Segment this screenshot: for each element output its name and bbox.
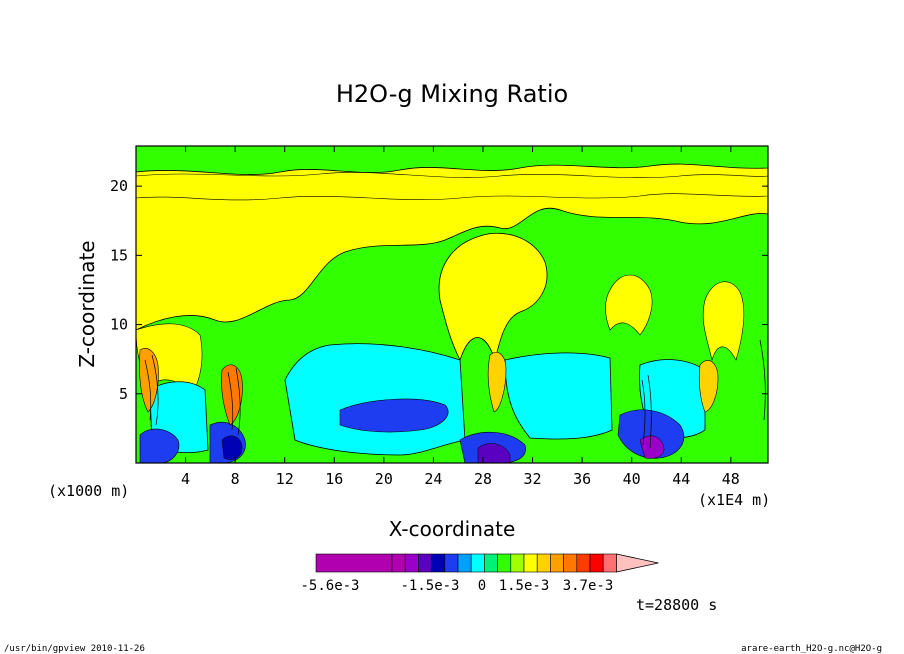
plot-frame [135,145,769,464]
x-tick-label: 4 [181,470,190,488]
colorbar-swatch [589,553,604,573]
footer-left: /usr/bin/gpview 2010-11-26 [4,644,145,654]
x-tick-label: 40 [623,470,641,488]
field-top-green-band [136,146,768,175]
colorbar-tick-label: -1.5e-3 [400,578,459,594]
colorbar-tick-label: 1.5e-3 [499,578,550,594]
x-unit-label: (x1E4 m) [698,491,770,509]
field-purple-core-1 [477,443,511,463]
y-tick-label: 20 [110,177,128,195]
x-tick-label: 36 [573,470,591,488]
x-tick-label: 8 [231,470,240,488]
x-tick-label: 48 [722,470,740,488]
x-tick-label: 32 [524,470,542,488]
x-tick-label: 12 [276,470,294,488]
colorbar-swatch [576,553,591,573]
colorbar-arrow [616,553,659,573]
y-axis-label: Z-coordinate [75,240,99,367]
time-label: t=28800 s [636,596,717,614]
field-orange-plume-4 [487,351,507,413]
colorbar-swatch [391,553,406,573]
y-tick-label: 5 [119,385,128,403]
y-unit-label: (x1000 m) [48,482,129,500]
field-blue-pocket-1 [339,398,449,433]
y-tick-label: 15 [110,246,128,264]
colorbar-swatch [444,553,459,573]
field-cyan-layer-2 [504,352,613,440]
colorbar-swatch [563,553,578,573]
colorbar [315,553,659,573]
colorbar-tick-label: -5.6e-3 [300,578,359,594]
x-tick-label: 44 [672,470,690,488]
colorbar-swatch [550,553,564,573]
x-tick-label: 24 [424,470,442,488]
colorbar-swatch [602,553,617,573]
colorbar-swatch [523,553,538,573]
colorbar-swatch [404,553,419,573]
colorbar-swatch [431,553,446,573]
colorbar-swatch [484,553,498,573]
x-tick-label: 28 [474,470,492,488]
colorbar-swatch [470,553,485,573]
x-axis-label: X-coordinate [389,517,516,541]
footer-right: arare-earth_H2O-g.nc@H2O-g [741,644,882,654]
colorbar-tick-labels: -5.6e-3 -1.5e-3 0 1.5e-3 3.7e-3 [300,578,613,594]
colorbar-tick-label: 3.7e-3 [563,578,614,594]
x-tick-label: 16 [325,470,343,488]
field-cyan-layer [284,343,466,456]
colorbar-swatch [510,553,525,573]
field-contour-lines [144,339,766,449]
chart-title: H2O-g Mixing Ratio [336,80,568,108]
field-orange-plume-3 [698,360,719,413]
colorbar-tick-label: 0 [478,578,486,594]
field-dark-core-3 [221,435,243,460]
colorbar-swatch [418,553,432,573]
field-purple-core-2 [639,435,665,459]
colorbar-swatch [497,553,512,573]
colorbar-swatch [457,553,472,573]
colorbar-swatch [536,553,551,573]
field-yellow-finger-1 [702,281,745,362]
y-tick-label: 10 [110,316,128,334]
contour-field [136,146,768,463]
x-tick-label: 20 [375,470,393,488]
colorbar-swatch [315,553,393,573]
field-yellow-finger-2 [605,274,653,336]
